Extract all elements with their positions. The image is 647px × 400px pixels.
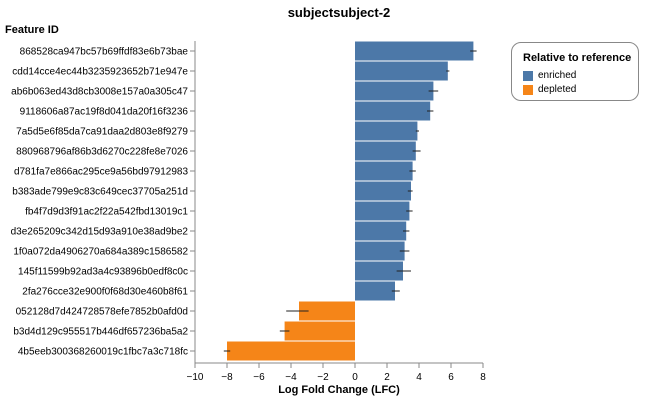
y-tick-label: 9118606a87ac19f8d041da20f16f3236 bbox=[20, 107, 189, 118]
y-tick-label: cdd14cce4ec44b3235923652b71e947e bbox=[12, 67, 188, 78]
x-tick-label: 8 bbox=[480, 372, 486, 383]
y-tick-label: 868528ca947bc57b69ffdf83e6b73bae bbox=[20, 47, 189, 58]
bar-d781fa7e866ac295ce9a56bd97912983 bbox=[355, 161, 413, 181]
y-tick-labels: 868528ca947bc57b69ffdf83e6b73bae cdd14cce… bbox=[11, 47, 195, 358]
legend-label-enriched: enriched bbox=[538, 70, 577, 81]
x-tick-label: −6 bbox=[253, 372, 265, 383]
y-tick-label: ab6b063ed43d8cb3008e157a0a305c47 bbox=[11, 87, 188, 98]
bar-880968796af86b3d6270c228fe8e7026 bbox=[355, 141, 416, 161]
legend-label-depleted: depleted bbox=[538, 84, 577, 95]
bar-cdd14cce4ec44b3235923652b71e947e bbox=[355, 61, 448, 81]
x-tick-label: −8 bbox=[221, 372, 233, 383]
bar-9118606a87ac19f8d041da20f16f3236 bbox=[355, 101, 431, 121]
bar-868528ca947bc57b69ffdf83e6b73bae bbox=[355, 41, 474, 61]
x-tick-label: −4 bbox=[285, 372, 297, 383]
bar-4b5eeb300368260019c1fbc7a3c718fc bbox=[227, 341, 355, 361]
y-tick-label: 052128d7d424728578efe7852b0afd0d bbox=[16, 307, 188, 318]
bar-2fa276cce32e900f0f68d30e460b8f61 bbox=[355, 281, 395, 301]
y-tick-label: b383ade799e9c83c649cec37705a251d bbox=[12, 187, 188, 198]
y-tick-label: d3e265209c342d15d93a910e38ad9be2 bbox=[11, 227, 189, 238]
legend-swatch-enriched bbox=[523, 70, 533, 81]
y-tick-label: 1f0a072da4906270a684a389c1586582 bbox=[13, 247, 188, 258]
bars-group bbox=[227, 41, 474, 361]
bar-145f11599b92ad3a4c93896b0edf8c0c bbox=[355, 261, 403, 281]
legend: Relative to reference enriched depleted bbox=[511, 42, 639, 101]
y-tick-label: 145f11599b92ad3a4c93896b0edf8c0c bbox=[18, 267, 188, 278]
legend-swatch-depleted bbox=[523, 84, 533, 95]
y-tick-label: 2fa276cce32e900f0f68d30e460b8f61 bbox=[22, 287, 188, 298]
x-ticks: −10 −8 −6 −4 −2 0 2 4 6 8 bbox=[187, 363, 486, 383]
y-tick-label: 880968796af86b3d6270c228fe8e7026 bbox=[16, 147, 188, 158]
legend-title: Relative to reference bbox=[523, 52, 632, 64]
legend-item-enriched: enriched bbox=[523, 70, 576, 81]
bar-b383ade799e9c83c649cec37705a251d bbox=[355, 181, 411, 201]
bar-7a5d5e6f85da7ca91daa2d803e8f9279 bbox=[355, 121, 418, 141]
y-tick-label: 4b5eeb300368260019c1fbc7a3c718fc bbox=[18, 347, 188, 358]
y-tick-label: b3d4d129c955517b446df657236ba5a2 bbox=[13, 327, 188, 338]
x-axis-title: Log Fold Change (LFC) bbox=[278, 384, 400, 396]
y-axis-title: Feature ID bbox=[5, 24, 59, 36]
x-tick-label: 2 bbox=[384, 372, 390, 383]
x-tick-label: 4 bbox=[416, 372, 422, 383]
bar-052128d7d424728578efe7852b0afd0d bbox=[299, 301, 355, 321]
y-tick-label: d781fa7e866ac295ce9a56bd97912983 bbox=[14, 167, 189, 178]
error-bars-group bbox=[223, 50, 477, 352]
y-tick-label: fb4f7d9d3f91ac2f22a542fbd13019c1 bbox=[25, 207, 188, 218]
y-tick-label: 7a5d5e6f85da7ca91daa2d803e8f9279 bbox=[16, 127, 188, 138]
chart-title: subjectsubject-2 bbox=[288, 5, 391, 20]
x-tick-label: −2 bbox=[317, 372, 329, 383]
legend-item-depleted: depleted bbox=[523, 84, 576, 95]
x-tick-label: 0 bbox=[352, 372, 358, 383]
bar-ab6b063ed43d8cb3008e157a0a305c47 bbox=[355, 81, 434, 101]
bar-b3d4d129c955517b446df657236ba5a2 bbox=[284, 321, 355, 341]
bar-d3e265209c342d15d93a910e38ad9be2 bbox=[355, 221, 407, 241]
x-tick-label: 6 bbox=[448, 372, 454, 383]
x-tick-label: −10 bbox=[187, 372, 204, 383]
bar-fb4f7d9d3f91ac2f22a542fbd13019c1 bbox=[355, 201, 410, 221]
bar-1f0a072da4906270a684a389c1586582 bbox=[355, 241, 405, 261]
